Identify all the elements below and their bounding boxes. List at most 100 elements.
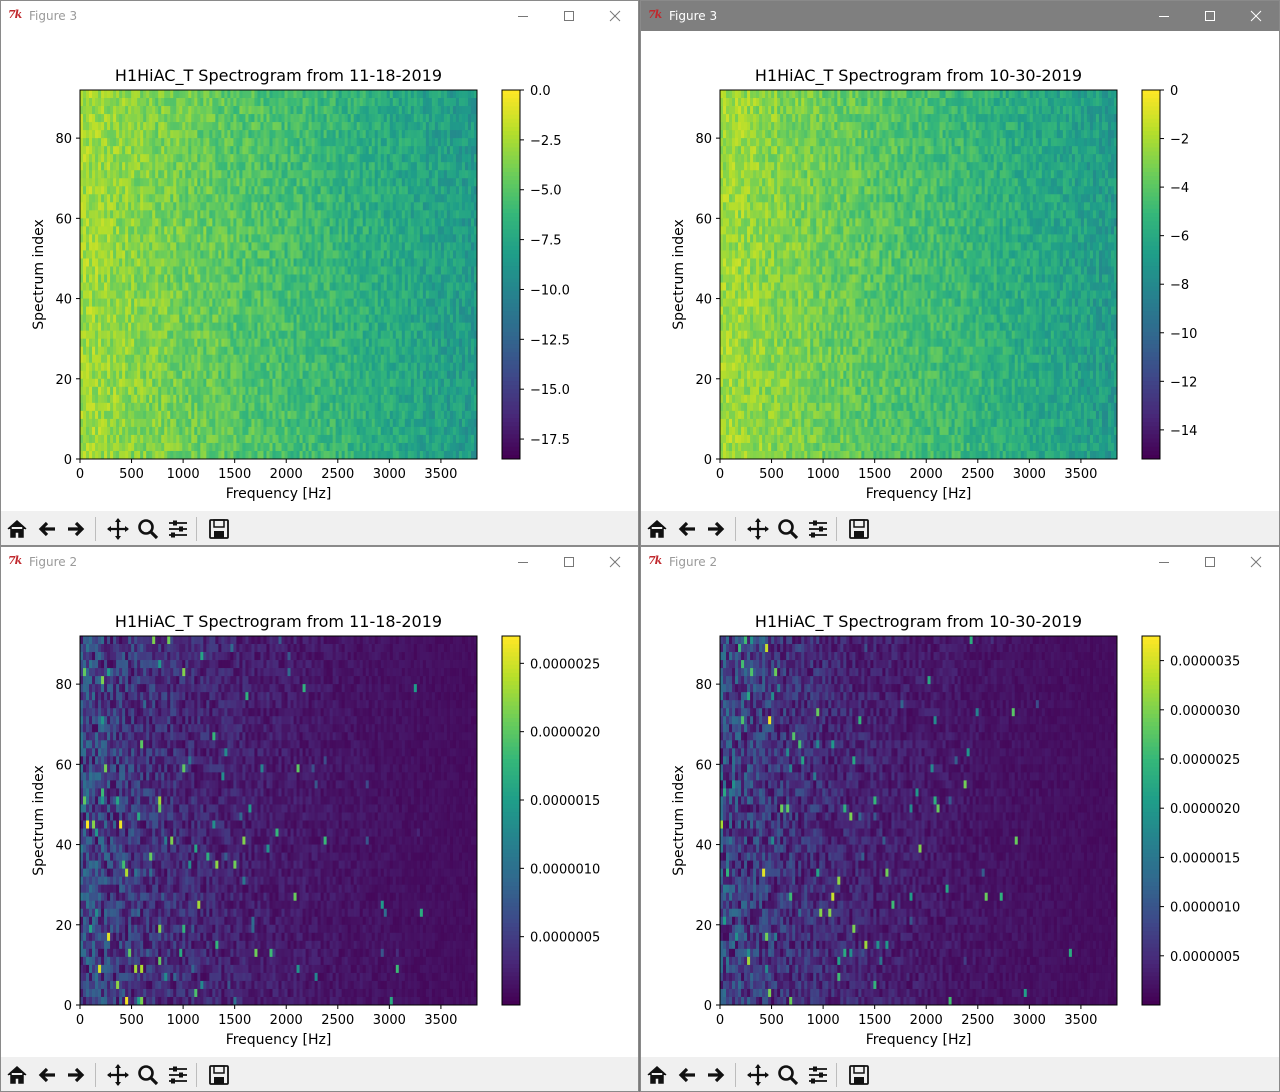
close-button[interactable] bbox=[1233, 547, 1279, 577]
pan-button[interactable] bbox=[105, 516, 131, 542]
configure-subplots-icon bbox=[809, 520, 827, 538]
colorbar-tick-label: −6 bbox=[1170, 230, 1189, 245]
home-button[interactable] bbox=[4, 516, 30, 542]
toolbar-separator bbox=[836, 1063, 837, 1087]
y-tick-label: 60 bbox=[695, 212, 712, 227]
pan-icon bbox=[107, 518, 129, 540]
zoom-button[interactable] bbox=[775, 516, 801, 542]
x-tick-label: 2000 bbox=[910, 467, 943, 482]
close-button[interactable] bbox=[592, 1, 638, 31]
y-axis-label: Spectrum index bbox=[671, 219, 687, 330]
home-button[interactable] bbox=[644, 1062, 670, 1088]
x-tick-label: 1000 bbox=[807, 1013, 840, 1028]
x-tick-label: 1000 bbox=[167, 467, 200, 482]
minimize-button[interactable] bbox=[500, 547, 546, 577]
zoom-icon bbox=[138, 519, 159, 540]
zoom-button[interactable] bbox=[775, 1062, 801, 1088]
home-icon bbox=[647, 519, 667, 538]
zoom-icon bbox=[778, 1065, 799, 1086]
x-axis-label: Frequency [Hz] bbox=[226, 486, 332, 502]
heatmap bbox=[720, 90, 1118, 460]
forward-arrow-button[interactable] bbox=[63, 516, 89, 542]
home-icon bbox=[7, 1065, 27, 1084]
figure-canvas[interactable]: H1HiAC_T Spectrogram from 11-18-2019 0 500… bbox=[1, 31, 638, 511]
configure-subplots-button[interactable] bbox=[805, 1062, 831, 1088]
plot-frame bbox=[79, 635, 478, 1006]
x-axis-label: Frequency [Hz] bbox=[866, 486, 972, 502]
save-button[interactable] bbox=[206, 516, 232, 542]
save-button[interactable] bbox=[206, 1062, 232, 1088]
tk-feather-icon: 7k bbox=[8, 554, 24, 568]
x-tick-label: 1000 bbox=[807, 467, 840, 482]
x-axis-label: Frequency [Hz] bbox=[866, 1032, 972, 1048]
y-tick-label: 20 bbox=[55, 373, 72, 388]
configure-subplots-button[interactable] bbox=[805, 516, 831, 542]
configure-subplots-button[interactable] bbox=[165, 516, 191, 542]
x-tick-label: 0 bbox=[76, 467, 84, 482]
back-arrow-button[interactable] bbox=[34, 1062, 60, 1088]
y-tick-label: 80 bbox=[55, 678, 72, 693]
window-titlebar[interactable]: 7k Figure 2 bbox=[1, 547, 638, 577]
figure-canvas[interactable]: H1HiAC_T Spectrogram from 11-18-2019 0 500… bbox=[1, 577, 638, 1057]
back-arrow-button[interactable] bbox=[34, 516, 60, 542]
toolbar-separator bbox=[196, 517, 197, 541]
y-tick-label: 60 bbox=[55, 758, 72, 773]
maximize-button[interactable] bbox=[1187, 547, 1233, 577]
maximize-button[interactable] bbox=[546, 1, 592, 31]
save-icon bbox=[209, 1065, 229, 1085]
home-icon bbox=[647, 1065, 667, 1084]
home-button[interactable] bbox=[4, 1062, 30, 1088]
zoom-button[interactable] bbox=[135, 516, 161, 542]
navigation-toolbar bbox=[641, 511, 1279, 545]
x-tick-label: 1500 bbox=[858, 1013, 891, 1028]
pan-button[interactable] bbox=[105, 1062, 131, 1088]
forward-arrow-button[interactable] bbox=[703, 516, 729, 542]
colorbar-frame bbox=[1141, 89, 1161, 460]
minimize-button[interactable] bbox=[1141, 1, 1187, 31]
pan-button[interactable] bbox=[745, 516, 771, 542]
window-titlebar[interactable]: 7k Figure 2 bbox=[641, 547, 1279, 577]
forward-arrow-button[interactable] bbox=[63, 1062, 89, 1088]
x-tick-label: 3500 bbox=[424, 1013, 457, 1028]
toolbar-separator bbox=[196, 1063, 197, 1087]
save-button[interactable] bbox=[846, 516, 872, 542]
maximize-icon bbox=[564, 11, 574, 21]
zoom-button[interactable] bbox=[135, 1062, 161, 1088]
back-arrow-button[interactable] bbox=[674, 516, 700, 542]
save-icon bbox=[849, 1065, 869, 1085]
configure-subplots-button[interactable] bbox=[165, 1062, 191, 1088]
y-tick-label: 80 bbox=[695, 678, 712, 693]
figure-window: 7k Figure 3 H1HiAC_T Spectrogram from 11… bbox=[0, 0, 639, 546]
forward-arrow-button[interactable] bbox=[703, 1062, 729, 1088]
close-button[interactable] bbox=[1233, 1, 1279, 31]
colorbar-tick-label: 0.0000015 bbox=[530, 794, 600, 809]
figure-canvas[interactable]: H1HiAC_T Spectrogram from 10-30-2019 0 500… bbox=[641, 31, 1279, 511]
minimize-icon bbox=[518, 562, 528, 563]
colorbar-tick-label: 0.0 bbox=[530, 84, 551, 99]
y-axis-label: Spectrum index bbox=[31, 219, 47, 330]
colorbar-frame bbox=[501, 635, 521, 1006]
colorbar-tick-label: −10.0 bbox=[530, 283, 570, 298]
zoom-icon bbox=[778, 519, 799, 540]
colorbar-frame bbox=[501, 89, 521, 460]
pan-button[interactable] bbox=[745, 1062, 771, 1088]
save-button[interactable] bbox=[846, 1062, 872, 1088]
maximize-button[interactable] bbox=[546, 547, 592, 577]
x-tick-label: 3500 bbox=[1064, 1013, 1097, 1028]
window-titlebar[interactable]: 7k Figure 3 bbox=[641, 1, 1279, 31]
colorbar-tick-label: 0.0000020 bbox=[530, 726, 600, 741]
window-title: Figure 3 bbox=[669, 9, 717, 23]
home-button[interactable] bbox=[644, 516, 670, 542]
window-titlebar[interactable]: 7k Figure 3 bbox=[1, 1, 638, 31]
maximize-button[interactable] bbox=[1187, 1, 1233, 31]
minimize-button[interactable] bbox=[1141, 547, 1187, 577]
y-tick-label: 40 bbox=[695, 839, 712, 854]
close-button[interactable] bbox=[592, 547, 638, 577]
figure-canvas[interactable]: H1HiAC_T Spectrogram from 10-30-2019 0 500… bbox=[641, 577, 1279, 1057]
back-arrow-button[interactable] bbox=[674, 1062, 700, 1088]
minimize-icon bbox=[1159, 16, 1169, 17]
colorbar: 0.0000035 0.0000030 0.0000025 0.0000020 0.00… bbox=[1141, 635, 1240, 1006]
y-tick-label: 0 bbox=[64, 453, 72, 468]
x-tick-label: 2500 bbox=[321, 467, 354, 482]
minimize-button[interactable] bbox=[500, 1, 546, 31]
